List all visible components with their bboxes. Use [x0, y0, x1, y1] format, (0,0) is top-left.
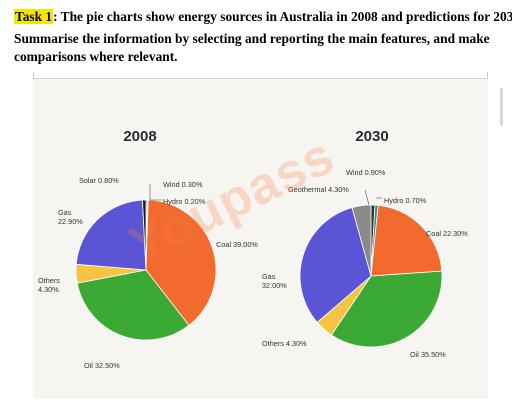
pie-slice-2008-solar — [142, 199, 147, 271]
slice-label-2030-coal: Coal 22.30% — [426, 229, 468, 238]
leader-2030-geothermal — [364, 189, 370, 206]
slice-label-2030-hydro: Hydro 0.70% — [384, 196, 427, 205]
task-line: Task 1: The pie charts show energy sourc… — [14, 8, 512, 26]
task-text: : The pie charts show energy sources in … — [53, 9, 512, 24]
slice-label-2030-wind: Wind 0.90% — [346, 168, 386, 177]
slice-label-2008-hydro: Hydro 0.20% — [163, 197, 206, 206]
task-header: Task 1: The pie charts show energy sourc… — [14, 8, 512, 66]
slice-label-2008-coal: Coal 39.00% — [216, 240, 258, 249]
pie-slice-2030-gas — [299, 207, 372, 323]
slice-label-2030-oil: Oil 35.50% — [410, 350, 446, 359]
slice-label-2008-wind: Wind 0.30% — [163, 180, 203, 189]
slice-label-2030-others: Others 4.30% — [262, 339, 307, 348]
task-instructions: Summarise the information by selecting a… — [14, 31, 490, 64]
task-label: Task 1 — [14, 9, 54, 24]
pie-slice-2008-coal — [145, 199, 217, 326]
scrollbar-thumb[interactable] — [500, 88, 503, 126]
chart-title-2008: 2008 — [123, 128, 157, 145]
slice-label-2008-solar: Solar 0.80% — [79, 176, 119, 185]
slice-label-2030-gas: Gas 32.00% — [262, 272, 287, 290]
slice-label-2008-gas: Gas 22.90% — [58, 208, 83, 226]
slice-label-2008-others: Others 4.30% — [38, 276, 60, 294]
chart-title-2030: 2030 — [355, 128, 389, 145]
pie-slice-2030-coal — [370, 204, 443, 277]
pie-slice-2030-geothermal — [351, 204, 372, 277]
pie-slice-2030-oil — [330, 270, 443, 348]
slice-label-2008-oil: Oil 32.50% — [84, 361, 120, 370]
panel-edge-left — [33, 72, 34, 79]
pie-slice-2008-oil — [76, 269, 190, 341]
slice-label-2030-geothermal: Geothermal 4.30% — [288, 185, 349, 194]
pie-slice-2008-gas — [75, 199, 147, 271]
panel-edge-right — [487, 72, 488, 79]
